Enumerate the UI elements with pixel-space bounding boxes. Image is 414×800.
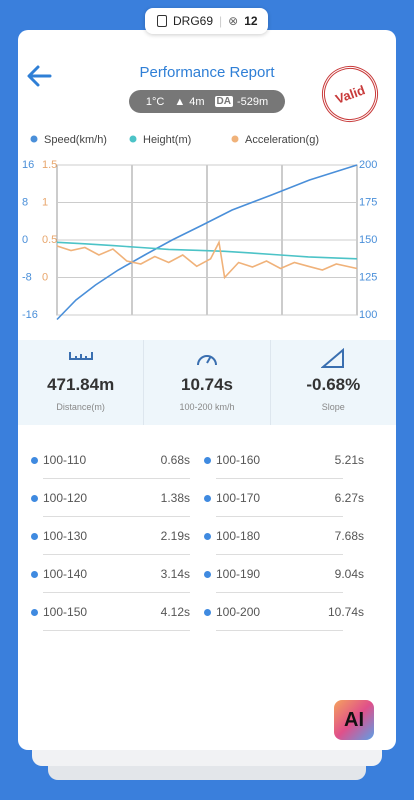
series-line [56, 241, 358, 260]
split-time: 1.38s [160, 491, 190, 505]
split-time: 6.27s [334, 491, 364, 505]
count-icon: ⊗ [228, 14, 239, 28]
split-line [43, 630, 190, 631]
stat-label: Slope [321, 402, 345, 412]
y-tick-label: -8 [22, 271, 32, 283]
split-range: 100-150 [43, 605, 88, 619]
split-range: 100-110 [43, 453, 87, 467]
series-line [56, 239, 358, 280]
split-dot [31, 609, 38, 616]
split-dot [204, 533, 211, 540]
stat-label: 100-200 km/h [179, 402, 235, 412]
divider: | [219, 14, 223, 28]
split-range: 100-120 [43, 491, 88, 505]
split-line [216, 630, 343, 631]
stamp-text: Valid [333, 81, 367, 107]
legend-dot [231, 135, 239, 143]
split-line [216, 554, 343, 555]
stat-value: -0.68% [306, 375, 361, 394]
status-pill: DRG69 | ⊗ 12 [145, 8, 268, 34]
ai-button[interactable]: AI [334, 700, 374, 740]
split-line [43, 592, 190, 593]
split-time: 4.12s [160, 605, 190, 619]
split-range: 100-170 [216, 491, 261, 505]
y2-tick-label: 150 [359, 234, 377, 246]
split-dot [204, 495, 211, 502]
stat-value: 471.84m [47, 375, 115, 394]
legend-dot [129, 135, 137, 143]
split-dot [31, 495, 38, 502]
y2-tick-label: 100 [359, 309, 377, 321]
split-dot [204, 609, 211, 616]
split-range: 100-130 [43, 529, 88, 543]
split-time: 2.19s [160, 529, 190, 543]
split-range: 100-190 [216, 567, 261, 581]
conditions-chip: 1°C ▲ 4m DA -529m [129, 90, 285, 113]
stat-distance: 471.84m Distance(m) [18, 340, 145, 425]
split-time: 7.68s [334, 529, 364, 543]
slope-icon [321, 348, 345, 368]
split-time: 0.68s [160, 453, 190, 467]
split-range: 100-140 [43, 567, 88, 581]
split-line [216, 516, 343, 517]
split-line [216, 592, 343, 593]
da-value: -529m [236, 95, 269, 108]
split-line [43, 554, 190, 555]
y3-tick-label: 1 [42, 196, 48, 208]
split-time: 3.14s [160, 567, 190, 581]
split-line [43, 478, 190, 479]
y-tick-label: -16 [22, 309, 38, 321]
back-button[interactable] [26, 64, 54, 88]
series-line [56, 164, 358, 321]
split-dot [204, 571, 211, 578]
y3-tick-label: 1.5 [42, 159, 57, 171]
legend-label: Acceleration(g) [245, 134, 319, 146]
stat-label: Distance(m) [56, 402, 105, 412]
split-time: 9.04s [334, 567, 364, 581]
split-line [216, 478, 343, 479]
split-range: 100-180 [216, 529, 261, 543]
legend-label: Height(m) [143, 134, 191, 146]
temperature: 1°C [145, 95, 165, 108]
y2-tick-label: 125 [359, 271, 377, 283]
stat-time: 10.74s 100-200 km/h [144, 340, 271, 425]
count: 12 [244, 14, 258, 28]
chart: Speed(km/h) Height(m) Acceleration(g)1680-… [22, 134, 377, 321]
stat-slope: -0.68% Slope [271, 340, 396, 425]
y3-tick-label: 0 [42, 271, 48, 283]
split-dot [31, 457, 38, 464]
gauge-icon [196, 355, 217, 366]
ai-label: AI [344, 708, 364, 731]
split-dot [204, 457, 211, 464]
height: 4m [189, 95, 205, 108]
y-tick-label: 8 [22, 196, 28, 208]
split-dot [31, 533, 38, 540]
stat-value: 10.74s [180, 375, 233, 394]
y2-tick-label: 200 [359, 159, 377, 171]
y2-tick-label: 175 [359, 196, 377, 208]
car-icon [157, 15, 167, 27]
split-range: 100-160 [216, 453, 261, 467]
split-time: 10.74s [327, 605, 364, 619]
plate: DRG69 [173, 14, 214, 28]
legend-label: Speed(km/h) [44, 134, 107, 146]
y3-tick-label: 0.5 [42, 234, 57, 246]
split-line [43, 516, 190, 517]
legend-dot [30, 135, 38, 143]
split-dot [31, 571, 38, 578]
y-tick-label: 16 [22, 159, 34, 171]
ruler-icon [68, 352, 93, 360]
split-time: 5.21s [334, 453, 364, 467]
y-tick-label: 0 [22, 234, 28, 246]
page-title: Performance Report [139, 64, 275, 81]
stats-panel: 471.84m Distance(m) 10.74s 100-200 km/h … [18, 340, 396, 425]
da-label: DA [214, 96, 233, 107]
split-range: 100-200 [216, 605, 261, 619]
height-icon: ▲ [174, 95, 186, 108]
